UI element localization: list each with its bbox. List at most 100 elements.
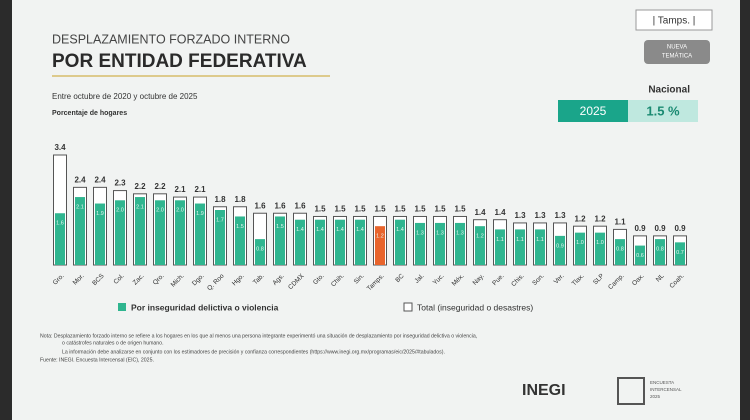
state-badge-text: | Tamps. | bbox=[653, 16, 696, 27]
note-line: o catástrofes naturales o de origen huma… bbox=[62, 340, 164, 346]
total-label: 1.8 bbox=[214, 195, 226, 204]
insecurity-bar bbox=[535, 229, 545, 265]
insecurity-label: 1.1 bbox=[516, 237, 524, 243]
national-year-box bbox=[558, 100, 628, 122]
total-label: 1.6 bbox=[254, 201, 266, 210]
note-line: La información debe analizarse en conjun… bbox=[62, 349, 445, 355]
insecurity-bar bbox=[575, 232, 585, 265]
insecurity-label: 0.8 bbox=[256, 247, 264, 253]
new-topic-text: NUEVA bbox=[667, 45, 687, 51]
insecurity-label: 2.0 bbox=[176, 208, 184, 214]
insecurity-label: 2.0 bbox=[156, 208, 164, 214]
insecurity-bar bbox=[175, 200, 185, 265]
insecurity-label: 1.9 bbox=[196, 211, 204, 217]
insecurity-bar bbox=[495, 229, 505, 265]
insecurity-bar bbox=[295, 219, 305, 265]
insecurity-bar bbox=[615, 239, 625, 265]
logo: INEGI bbox=[522, 382, 566, 399]
national-year: 2025 bbox=[580, 104, 607, 118]
insecurity-bar bbox=[455, 222, 465, 265]
x-tick-label: BC bbox=[394, 272, 406, 284]
total-label: 2.3 bbox=[114, 179, 126, 188]
insecurity-label: 1.4 bbox=[396, 227, 404, 233]
insecurity-bar bbox=[195, 203, 205, 265]
note-line: Fuente: INEGI. Encuesta Intercensal (EIC… bbox=[40, 357, 154, 363]
national-value-box bbox=[628, 100, 698, 122]
insecurity-bar bbox=[355, 219, 365, 265]
insecurity-label: 2.0 bbox=[116, 208, 124, 214]
insecurity-bar bbox=[75, 197, 85, 265]
total-label: 1.3 bbox=[554, 211, 566, 220]
insecurity-label: 1.1 bbox=[536, 237, 544, 243]
subtitle: POR ENTIDAD FEDERATIVA bbox=[52, 51, 307, 72]
logo-icon bbox=[617, 377, 645, 405]
insecurity-label: 1.5 bbox=[236, 224, 244, 230]
note-line: Nota: Desplazamiento forzado interno se … bbox=[40, 333, 477, 339]
insecurity-label: 1.0 bbox=[576, 240, 584, 246]
insecurity-bar bbox=[395, 219, 405, 265]
insecurity-bar bbox=[315, 219, 325, 265]
insecurity-bar bbox=[155, 200, 165, 265]
total-label: 0.9 bbox=[654, 224, 666, 233]
insecurity-bar bbox=[135, 197, 145, 265]
insecurity-label: 1.4 bbox=[356, 227, 364, 233]
y-axis-label: Porcentaje de hogares bbox=[52, 110, 127, 117]
insecurity-bar bbox=[115, 200, 125, 265]
total-label: 1.3 bbox=[534, 211, 546, 220]
total-label: 3.4 bbox=[54, 143, 66, 152]
insecurity-bar bbox=[255, 239, 265, 265]
legend-entry: Por inseguridad delictiva o violencia bbox=[131, 302, 279, 312]
new-topic-badge bbox=[644, 40, 710, 64]
insecurity-bar bbox=[335, 219, 345, 265]
period: Entre octubre de 2020 y octubre de 2025 bbox=[52, 92, 198, 101]
insecurity-bar bbox=[55, 213, 65, 265]
logo-sub: ENCUESTA bbox=[650, 380, 674, 385]
insecurity-label: 1.7 bbox=[216, 217, 224, 223]
total-label: 1.8 bbox=[234, 195, 246, 204]
total-label: 1.5 bbox=[374, 205, 386, 214]
new-topic-text: TEMÁTICA bbox=[662, 53, 692, 60]
total-label: 1.4 bbox=[494, 208, 506, 217]
total-label: 1.5 bbox=[414, 205, 426, 214]
insecurity-bar bbox=[635, 245, 645, 265]
insecurity-bar bbox=[215, 210, 225, 265]
national-label: Nacional bbox=[648, 85, 690, 96]
insecurity-label: 1.1 bbox=[496, 237, 504, 243]
x-tick-label: NL bbox=[655, 272, 666, 283]
insecurity-label: 0.8 bbox=[656, 247, 664, 253]
insecurity-label: 1.4 bbox=[296, 227, 304, 233]
total-label: 2.2 bbox=[154, 182, 166, 191]
insecurity-label: 1.0 bbox=[596, 240, 604, 246]
insecurity-label: 1.4 bbox=[336, 227, 344, 233]
title: DESPLAZAMIENTO FORZADO INTERNO bbox=[52, 32, 290, 46]
insecurity-label: 1.2 bbox=[476, 234, 484, 240]
insecurity-bar bbox=[415, 222, 425, 265]
logo-sub: INTERCENSAL bbox=[650, 387, 682, 392]
total-label: 2.1 bbox=[194, 185, 206, 194]
insecurity-label: 1.3 bbox=[456, 230, 464, 236]
total-label: 1.2 bbox=[594, 214, 606, 223]
insecurity-bar bbox=[555, 235, 565, 265]
insecurity-bar bbox=[655, 239, 665, 265]
insecurity-bar bbox=[675, 242, 685, 265]
total-label: 1.5 bbox=[314, 205, 326, 214]
legend-swatch bbox=[403, 302, 413, 312]
legend-swatch bbox=[118, 303, 126, 311]
total-label: 1.5 bbox=[334, 205, 346, 214]
total-label: 2.1 bbox=[174, 185, 186, 194]
total-label: 1.5 bbox=[454, 205, 466, 214]
insecurity-label: 1.6 bbox=[56, 221, 64, 227]
insecurity-bar bbox=[435, 222, 445, 265]
legend-entry: Total (inseguridad o desastres) bbox=[417, 302, 533, 312]
insecurity-label: 1.2 bbox=[376, 234, 384, 240]
insecurity-label: 1.9 bbox=[96, 211, 104, 217]
insecurity-label: 1.3 bbox=[436, 230, 444, 236]
insecurity-label: 1.3 bbox=[416, 230, 424, 236]
insecurity-label: 1.5 bbox=[276, 224, 284, 230]
total-label: 1.4 bbox=[474, 208, 486, 217]
insecurity-bar bbox=[95, 203, 105, 265]
insecurity-bar bbox=[475, 226, 485, 265]
insecurity-bar bbox=[375, 226, 385, 265]
